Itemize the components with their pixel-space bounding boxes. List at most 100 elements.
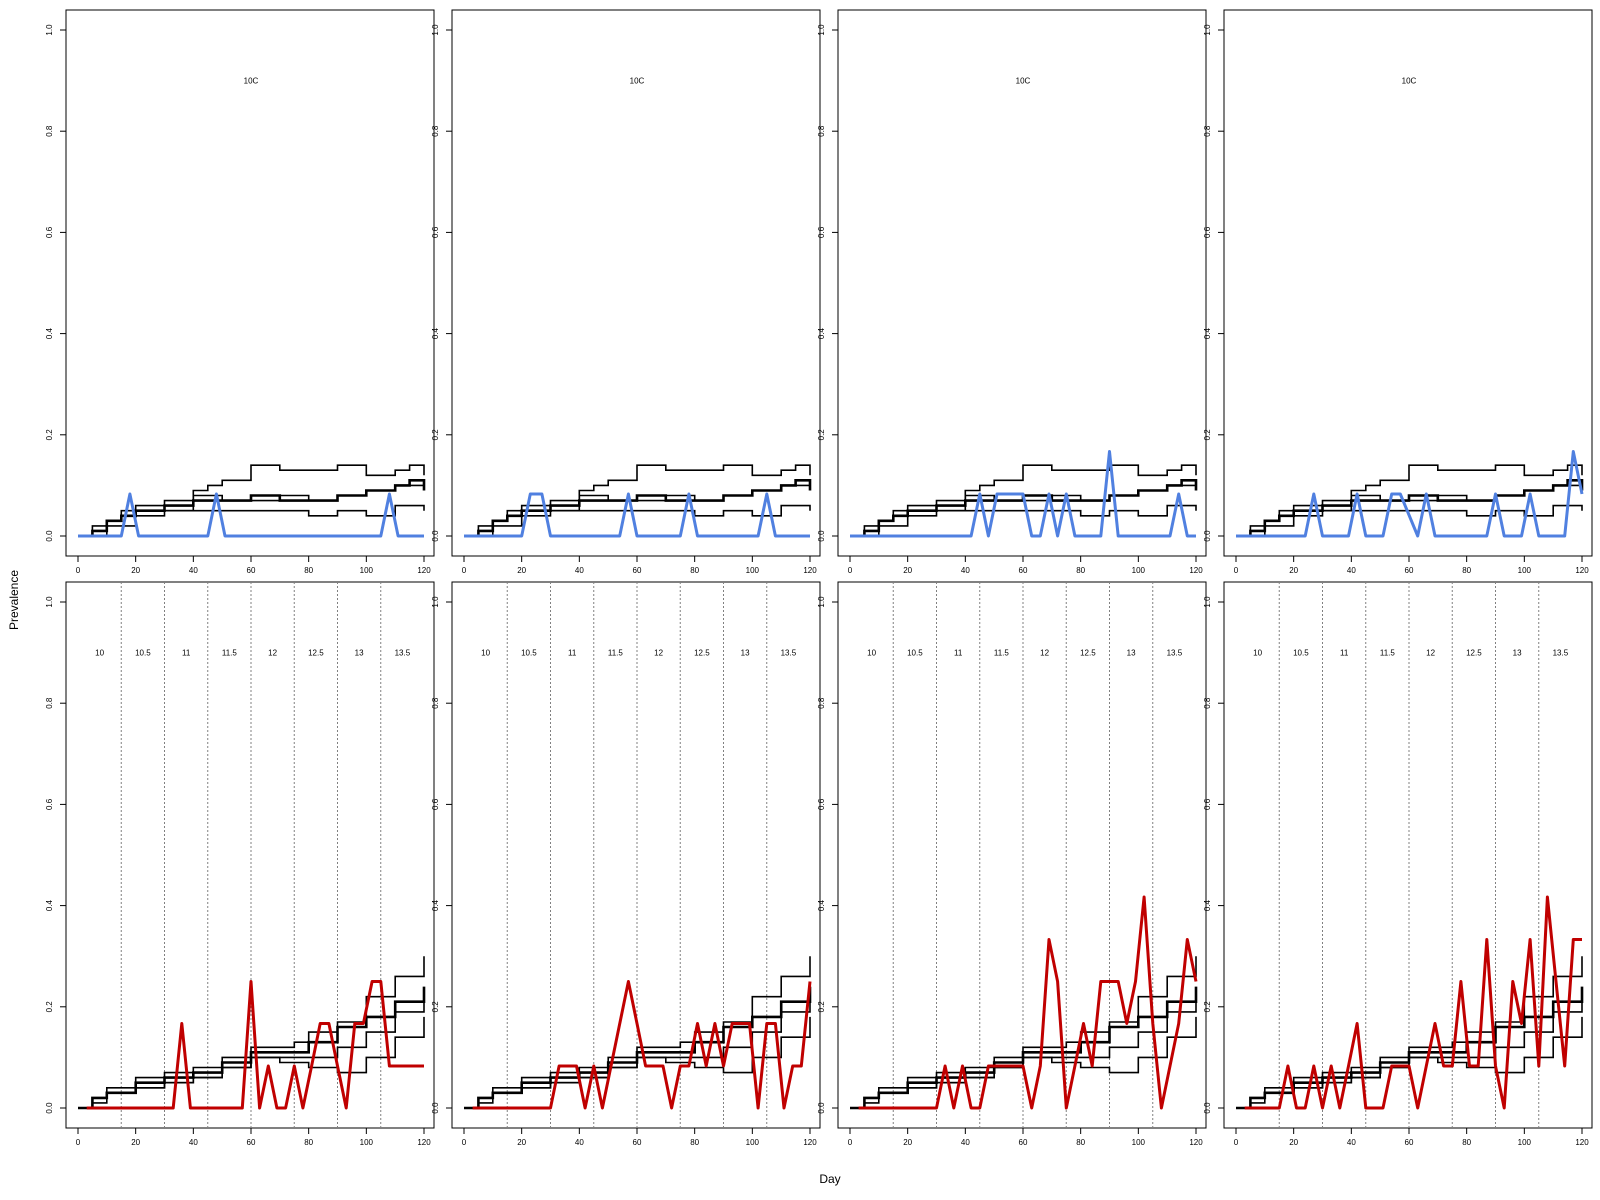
period-label: 11.5 (1380, 649, 1396, 658)
x-tick-label: 120 (1189, 566, 1203, 575)
y-tick-label: 0.8 (1203, 125, 1212, 137)
y-tick-label: 1.0 (45, 596, 54, 608)
x-tick-label: 60 (1019, 566, 1028, 575)
period-label: 13.5 (395, 649, 411, 658)
y-tick-label: 0.2 (431, 429, 440, 441)
x-tick-label: 40 (1347, 566, 1356, 575)
x-tick-label: 100 (360, 566, 374, 575)
y-tick-label: 0.0 (45, 1102, 54, 1114)
y-tick-label: 0.8 (431, 125, 440, 137)
period-label: 12 (1040, 649, 1049, 658)
x-tick-label: 40 (961, 566, 970, 575)
observed-series-line (850, 450, 1196, 538)
y-tick-label: 0.8 (431, 697, 440, 709)
period-label: 13 (1513, 649, 1522, 658)
chart-panel: 0 20 40 60 80 100 120 0.0 0.2 0.4 0.6 0.8 1.0 10 10.5 1… (817, 581, 1207, 1147)
x-tick-label: 100 (746, 566, 760, 575)
simulated-series-line (78, 484, 425, 537)
y-tick-label: 1.0 (45, 24, 54, 36)
y-axis-label: Prevalence (7, 569, 21, 631)
y-tick-label: 0.4 (1203, 899, 1212, 911)
period-label: 10 (95, 649, 104, 658)
y-tick-label: 0.2 (1203, 1001, 1212, 1013)
y-tick-label: 0.6 (431, 226, 440, 238)
plot-frame (837, 581, 1207, 1129)
x-tick-label: 60 (247, 566, 256, 575)
simulated-series-line (464, 479, 812, 538)
period-label: 13.5 (1167, 649, 1183, 658)
observed-series-line (1244, 895, 1582, 1110)
period-label: 11.5 (222, 649, 238, 658)
period-label: 12.5 (694, 649, 710, 658)
x-tick-label: 100 (1132, 566, 1146, 575)
chart-panel: 0 20 40 60 80 100 120 0.0 0.2 0.4 0.6 0.8 1.0 10C (45, 9, 435, 575)
x-tick-label: 0 (848, 566, 853, 575)
period-label: 10 (867, 649, 876, 658)
y-tick-label: 0.8 (45, 697, 54, 709)
y-tick-label: 0.2 (817, 429, 826, 441)
y-tick-label: 0.4 (431, 327, 440, 339)
period-label: 12.5 (1466, 649, 1482, 658)
period-label: 12 (1426, 649, 1435, 658)
x-tick-label: 40 (575, 1138, 584, 1147)
y-tick-label: 0.2 (45, 1001, 54, 1013)
panel-title: 10C (244, 77, 259, 86)
y-tick-label: 0.2 (431, 1001, 440, 1013)
x-tick-label: 120 (417, 566, 431, 575)
x-tick-label: 0 (848, 1138, 853, 1147)
y-tick-label: 0.0 (817, 530, 826, 542)
y-tick-label: 1.0 (817, 24, 826, 36)
x-tick-label: 120 (1575, 1138, 1589, 1147)
plot-frame (451, 581, 821, 1129)
x-tick-label: 80 (304, 1138, 313, 1147)
y-tick-label: 0.4 (45, 327, 54, 339)
x-tick-label: 0 (1234, 1138, 1239, 1147)
chart-panel: 0 20 40 60 80 100 120 0.0 0.2 0.4 0.6 0.8 1.0 10 10.5 1… (431, 581, 821, 1147)
x-tick-label: 100 (746, 1138, 760, 1147)
y-tick-label: 1.0 (817, 596, 826, 608)
period-label: 12.5 (308, 649, 324, 658)
x-tick-label: 80 (690, 566, 699, 575)
period-label: 13.5 (781, 649, 797, 658)
x-tick-label: 20 (131, 566, 140, 575)
plot-frame (65, 9, 435, 557)
chart-panel: 0 20 40 60 80 100 120 0.0 0.2 0.4 0.6 0.8 1.0 10C (431, 9, 821, 575)
plot-frame (837, 9, 1207, 557)
simulated-series-line (78, 1016, 425, 1109)
x-tick-label: 0 (462, 1138, 467, 1147)
x-tick-label: 60 (633, 1138, 642, 1147)
simulated-series-line (850, 479, 1198, 538)
x-tick-label: 60 (247, 1138, 256, 1147)
x-tick-label: 20 (131, 1138, 140, 1147)
chart-panel: 0 20 40 60 80 100 120 0.0 0.2 0.4 0.6 0.8 1.0 10 10.5 1… (45, 581, 435, 1147)
x-tick-label: 60 (1405, 1138, 1414, 1147)
x-tick-label: 40 (1347, 1138, 1356, 1147)
simulated-series-line (1236, 504, 1583, 537)
period-label: 12 (654, 649, 663, 658)
period-label: 10.5 (135, 649, 151, 658)
period-label: 12 (268, 649, 277, 658)
chart-panel: 0 20 40 60 80 100 120 0.0 0.2 0.4 0.6 0.8 1.0 10C (1203, 9, 1593, 575)
x-tick-label: 20 (517, 566, 526, 575)
y-tick-label: 1.0 (1203, 596, 1212, 608)
plot-frame (1223, 9, 1593, 557)
observed-series-line (1236, 450, 1584, 538)
x-tick-label: 20 (903, 566, 912, 575)
x-tick-label: 0 (1234, 566, 1239, 575)
x-tick-label: 20 (1289, 1138, 1298, 1147)
observed-series-line (464, 492, 810, 538)
period-label: 12.5 (1080, 649, 1096, 658)
x-tick-label: 100 (360, 1138, 374, 1147)
period-label: 13 (355, 649, 364, 658)
x-tick-label: 60 (1405, 566, 1414, 575)
panel-title: 10C (1016, 77, 1031, 86)
panel-title: 10C (630, 77, 645, 86)
x-tick-label: 120 (803, 566, 817, 575)
y-tick-label: 0.2 (45, 429, 54, 441)
period-label: 10 (1253, 649, 1262, 658)
x-tick-label: 60 (1019, 1138, 1028, 1147)
y-tick-label: 0.4 (817, 327, 826, 339)
chart-panel: 0 20 40 60 80 100 120 0.0 0.2 0.4 0.6 0.8 1.0 10C (817, 9, 1207, 575)
simulated-series-line (1236, 479, 1584, 538)
y-tick-label: 0.0 (1203, 1102, 1212, 1114)
